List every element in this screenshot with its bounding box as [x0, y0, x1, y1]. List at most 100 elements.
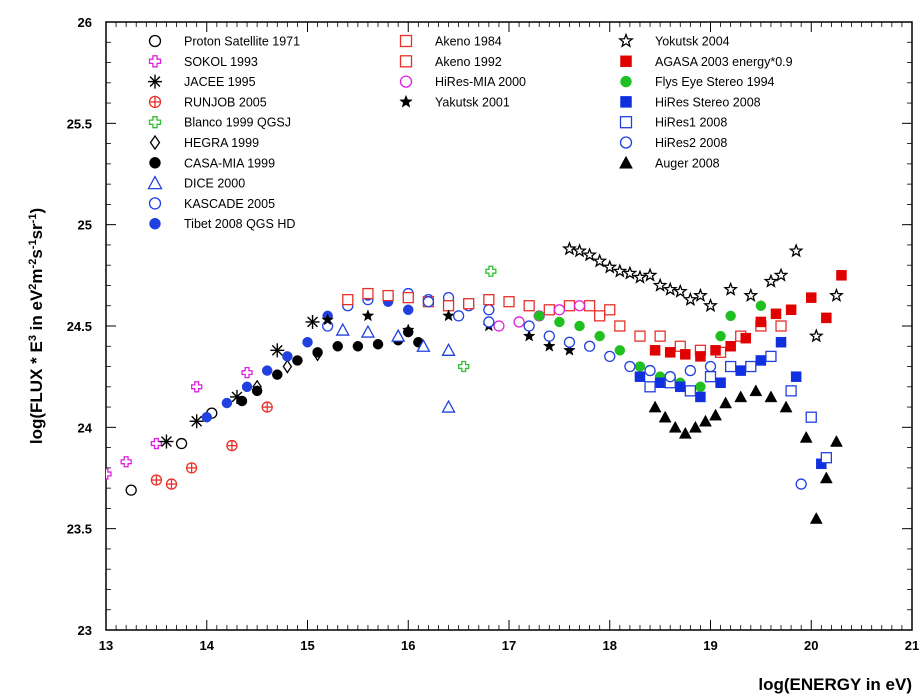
filled-triangle-marker: [764, 390, 778, 403]
open-circle-marker: [644, 364, 656, 377]
open-cross-marker: [120, 456, 132, 468]
circle-cross-marker: [185, 462, 198, 474]
legend-label: KASCADE 2005: [184, 197, 275, 211]
filled-circle-marker: [236, 395, 248, 407]
open-star-marker: [808, 328, 824, 343]
filled-square-marker: [755, 316, 767, 328]
open-circle-marker: [175, 437, 188, 450]
open-square-marker: [382, 289, 394, 302]
open-star-marker: [622, 265, 638, 280]
filled-square-marker: [735, 365, 746, 376]
legend-item: JACEE 1995: [148, 74, 256, 89]
filled-square-marker: [806, 292, 817, 303]
legend-label: Flys Eye Stereo 1994: [655, 75, 775, 89]
filled-star-marker: [542, 339, 556, 352]
legend-item: Yakutsk 2001: [399, 94, 510, 109]
asterisk-marker: [159, 434, 174, 449]
open-square-marker: [523, 300, 535, 312]
open-star-marker: [788, 243, 804, 258]
y-tick-labels: 23 23.5 24 24.5 25 25.5 26: [67, 15, 93, 638]
series-19: [422, 296, 807, 490]
open-cross-marker: [106, 468, 112, 480]
open-triangle-marker: [441, 399, 456, 413]
open-triangle-marker: [147, 175, 163, 190]
filled-square-marker: [664, 347, 676, 358]
open-star-marker: [602, 259, 618, 274]
filled-circle-marker: [715, 330, 726, 342]
filled-square-marker: [710, 345, 721, 356]
axis-ticks: [105, 21, 913, 631]
open-star-marker: [592, 253, 608, 268]
circle-cross-marker: [150, 474, 163, 486]
filled-triangle-marker: [709, 408, 722, 421]
open-circle-marker: [483, 316, 495, 328]
open-cross-marker: [485, 265, 497, 277]
legend-label: Akeno 1992: [435, 55, 502, 69]
open-star-marker: [703, 297, 718, 313]
filled-circle-marker: [594, 330, 605, 342]
y-tick-label: 24: [78, 420, 93, 435]
open-circle-marker: [543, 330, 555, 342]
open-square-marker: [634, 330, 646, 342]
filled-square-marker: [725, 341, 736, 352]
open-circle-marker: [148, 34, 162, 48]
legend-label: CASA-MIA 1999: [184, 156, 275, 170]
open-triangle-marker: [335, 322, 350, 336]
open-triangle-marker: [391, 328, 406, 342]
filled-circle-marker: [352, 341, 364, 352]
filled-square-marker: [740, 332, 752, 344]
y-axis-title-part: s: [27, 249, 46, 258]
filled-square-marker: [770, 308, 782, 320]
open-square-marker: [543, 304, 555, 316]
open-circle-marker: [684, 364, 696, 377]
filled-triangle-marker: [668, 420, 682, 433]
filled-square-marker: [654, 377, 666, 388]
filled-circle-marker: [292, 355, 303, 366]
asterisk-marker: [148, 74, 162, 89]
filled-triangle-marker: [719, 396, 733, 409]
legend-item: HiRes-MIA 2000: [399, 75, 526, 89]
filled-star-marker: [401, 323, 415, 336]
circle-cross-marker: [165, 478, 178, 490]
x-tick-label: 17: [502, 638, 516, 653]
open-square-marker: [463, 298, 475, 310]
x-axis-title: log(ENERGY in eV): [758, 675, 912, 694]
legend-item: CASA-MIA 1999: [149, 156, 275, 170]
plot-frame: [105, 21, 913, 631]
y-tick-label: 24.5: [67, 319, 92, 334]
open-square-marker: [594, 310, 606, 322]
open-star-marker: [632, 269, 648, 284]
open-square-marker: [483, 294, 495, 306]
legend-label: HEGRA 1999: [184, 136, 259, 150]
open-star-marker: [582, 247, 598, 262]
open-square-marker: [399, 55, 413, 68]
diamond-marker: [149, 134, 161, 151]
open-circle-marker: [493, 320, 505, 332]
filled-square-marker: [715, 377, 726, 388]
open-star-marker: [618, 32, 634, 48]
open-square-marker: [725, 360, 737, 373]
filled-circle-marker: [272, 369, 283, 380]
filled-star-marker: [442, 309, 455, 322]
legend-item: AGASA 2003 energy*0.9: [620, 55, 793, 69]
open-star-marker: [828, 287, 844, 302]
legend-label: SOKOL 1993: [184, 55, 258, 69]
legend-item: Blanco 1999 QGSJ: [148, 116, 291, 130]
legend-label: Proton Satellite 1971: [184, 35, 300, 49]
open-square-marker: [563, 300, 576, 312]
legend-item: Flys Eye Stereo 1994: [620, 75, 775, 89]
series-1: [106, 366, 253, 480]
legend-item: DICE 2000: [147, 175, 245, 191]
data-marks: [106, 241, 847, 524]
series-0: [125, 407, 218, 496]
circle-cross-marker: [148, 95, 162, 109]
filled-star-marker: [563, 343, 576, 356]
open-square-marker: [503, 296, 515, 308]
filled-square-marker: [695, 391, 706, 403]
open-circle-marker: [422, 296, 435, 308]
asterisk-stroke: [231, 391, 243, 403]
open-square-marker: [704, 371, 717, 383]
open-square-marker: [785, 385, 797, 397]
open-circle-marker: [125, 484, 137, 496]
